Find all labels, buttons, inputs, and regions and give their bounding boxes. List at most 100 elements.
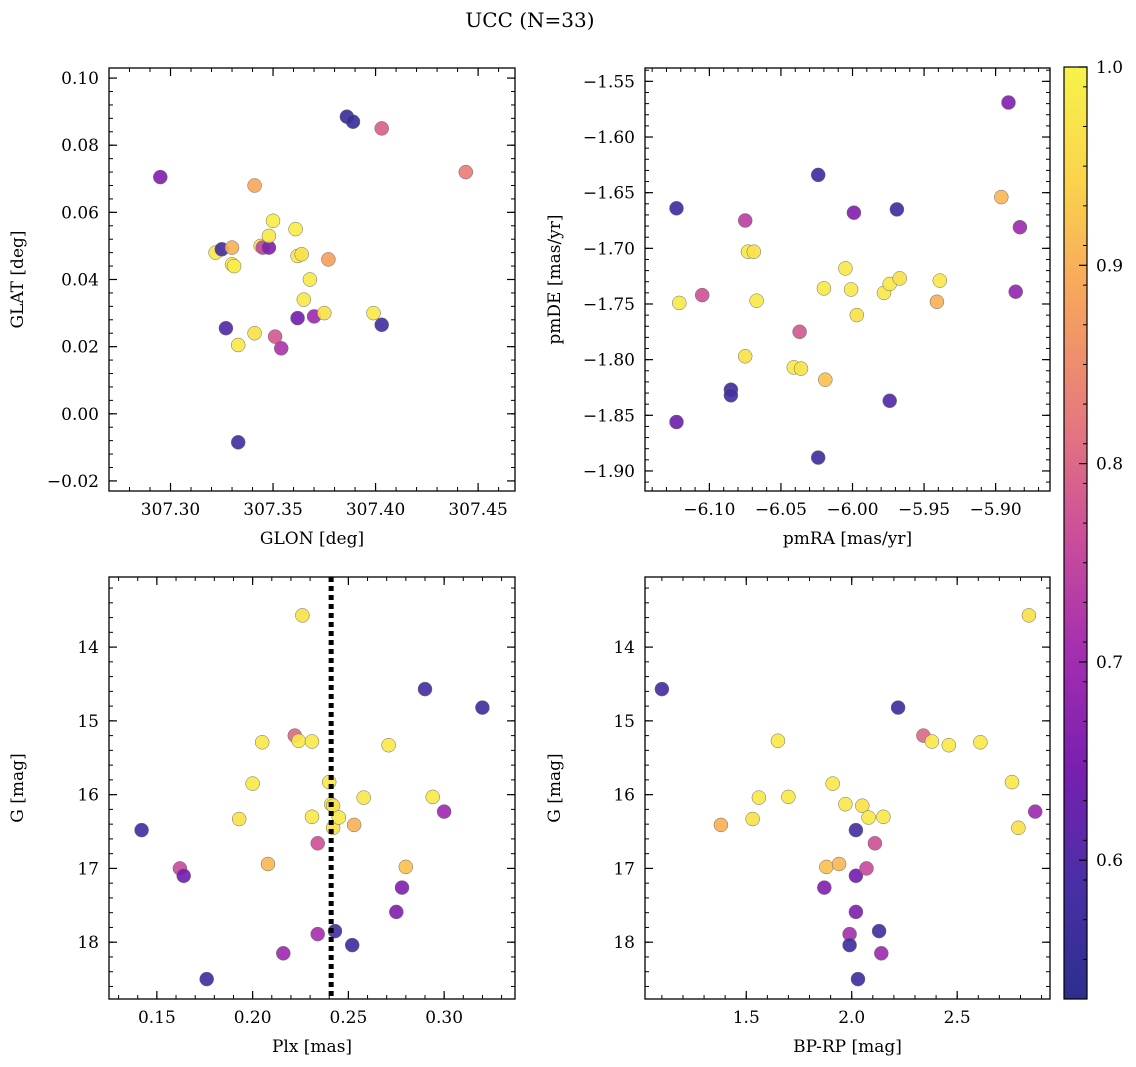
- point-plx-g-24: [356, 790, 371, 805]
- y-tick-label-glon-glat: 0.06: [61, 203, 99, 223]
- point-pmra-pmde-30: [1001, 95, 1016, 110]
- point-pmra-pmde-6: [737, 213, 753, 228]
- y-axis-label-glon-glat: GLAT [deg]: [8, 230, 28, 328]
- frame-plx-g: [108, 576, 516, 1000]
- point-plx-g-4: [231, 811, 247, 827]
- y-tick-label-bprp-g: 17: [613, 859, 635, 879]
- point-plx-g-29: [417, 681, 433, 697]
- point-pmra-pmde-12: [793, 361, 809, 376]
- y-tick-label-pmra-pmde: −1.75: [583, 295, 635, 315]
- point-plx-g-31: [436, 804, 452, 819]
- ticks-pmra-pmde: [645, 68, 1050, 491]
- panel-plx-g: 0.15 0.20 0.25 0.30 14 15 16 17 18 Plx [mas] G [ma…: [8, 576, 516, 1057]
- point-bprp-g-0: [654, 681, 670, 697]
- x-tick-label-pmra-pmde: −6.05: [755, 500, 807, 520]
- colorbar-tick-label: 0.7: [1096, 653, 1123, 673]
- point-plx-g-11: [295, 608, 310, 623]
- point-glon-glat-19: [290, 310, 305, 326]
- y-tick-label-bprp-g: 16: [613, 786, 635, 806]
- point-pmra-pmde-28: [932, 273, 948, 288]
- x-tick-label-plx-g: 0.30: [425, 1008, 463, 1028]
- point-bprp-g-27: [941, 737, 957, 753]
- point-bprp-g-16: [850, 971, 866, 987]
- colorbar-tick-label: 0.9: [1096, 256, 1123, 276]
- point-pmra-pmde-27: [929, 294, 945, 310]
- point-pmra-pmde-21: [849, 307, 865, 323]
- y-tick-label-pmra-pmde: −1.70: [583, 239, 635, 259]
- point-glon-glat-25: [317, 305, 332, 321]
- point-glon-glat-16: [267, 329, 283, 344]
- y-tick-label-plx-g: 14: [77, 638, 99, 658]
- point-pmra-pmde-1: [672, 295, 687, 311]
- point-plx-g-25: [381, 737, 396, 753]
- point-glon-glat-31: [374, 121, 389, 136]
- y-tick-label-glon-glat: 0.04: [61, 271, 99, 291]
- point-pmra-pmde-5: [723, 388, 739, 403]
- x-tick-label-plx-g: 0.25: [329, 1008, 367, 1028]
- y-tick-label-pmra-pmde: −1.90: [583, 462, 635, 482]
- y-tick-label-glon-glat: 0.10: [61, 69, 99, 89]
- point-pmra-pmde-25: [889, 202, 905, 217]
- point-plx-g-6: [254, 735, 270, 750]
- point-plx-g-27: [394, 880, 410, 895]
- point-pmra-pmde-26: [892, 271, 907, 286]
- point-bprp-g-10: [838, 796, 853, 812]
- point-plx-g-23: [346, 817, 362, 833]
- point-glon-glat-8: [230, 435, 246, 450]
- x-axis-label-plx-g: Plx [mas]: [272, 1037, 352, 1057]
- point-bprp-g-2: [745, 811, 760, 827]
- y-tick-label-glon-glat: −0.02: [47, 472, 99, 492]
- point-glon-glat-15: [265, 213, 281, 229]
- point-glon-glat-29: [366, 305, 381, 321]
- point-bprp-g-20: [867, 836, 883, 851]
- point-pmra-pmde-19: [843, 282, 859, 297]
- point-pmra-pmde-3: [694, 287, 710, 303]
- points-glon-glat: [153, 109, 474, 450]
- point-glon-glat-32: [458, 164, 474, 180]
- point-plx-g-32: [475, 700, 490, 715]
- point-bprp-g-18: [859, 861, 874, 876]
- point-plx-g-26: [389, 904, 404, 920]
- point-plx-g-22: [344, 937, 360, 953]
- point-glon-glat-5: [226, 258, 242, 274]
- x-tick-label-glon-glat: 307.30: [141, 500, 200, 520]
- point-bprp-g-29: [1004, 774, 1020, 790]
- y-tick-label-glon-glat: 0.08: [61, 136, 99, 156]
- point-pmra-pmde-32: [1012, 219, 1028, 235]
- point-glon-glat-3: [218, 320, 234, 336]
- ticks-glon-glat: [108, 68, 515, 491]
- point-pmra-pmde-8: [746, 244, 762, 259]
- point-glon-glat-23: [302, 272, 318, 287]
- point-bprp-g-28: [973, 735, 988, 750]
- frame-pmra-pmde: [644, 67, 1051, 492]
- point-glon-glat-6: [224, 240, 240, 255]
- y-tick-label-bprp-g: 15: [613, 712, 635, 732]
- colorbar-tick-label: 1.0: [1096, 58, 1123, 78]
- y-axis-label-pmra-pmde: pmDE [mas/yr]: [545, 214, 565, 344]
- x-axis-label-pmra-pmde: pmRA [mas/yr]: [783, 529, 912, 549]
- x-tick-label-glon-glat: 307.45: [448, 500, 507, 520]
- point-bprp-g-7: [819, 859, 834, 875]
- x-tick-label-glon-glat: 307.35: [243, 500, 302, 520]
- point-pmra-pmde-24: [882, 393, 897, 409]
- x-tick-label-bprp-g: 2.5: [944, 1008, 971, 1028]
- point-bprp-g-26: [924, 734, 940, 749]
- point-bprp-g-13: [848, 822, 864, 838]
- colorbar: 0.6 0.7 0.8 0.9 1.0: [1063, 58, 1123, 1000]
- point-bprp-g-14: [848, 868, 864, 884]
- panel-glon-glat: 307.30 307.35 307.40 307.45 −0.02 0.00 0.02 0.0…: [8, 67, 516, 549]
- point-bprp-g-32: [1027, 804, 1043, 819]
- point-bprp-g-23: [876, 809, 891, 825]
- y-tick-label-bprp-g: 18: [613, 933, 635, 953]
- y-axis-label-plx-g: G [mag]: [8, 753, 28, 822]
- point-pmra-pmde-20: [846, 205, 862, 220]
- point-pmra-pmde-14: [810, 167, 826, 183]
- colorbar-tick-label: 0.8: [1096, 455, 1123, 475]
- point-glon-glat-28: [345, 114, 361, 129]
- point-pmra-pmde-18: [838, 261, 853, 276]
- point-glon-glat-14: [261, 228, 277, 244]
- y-tick-label-pmra-pmde: −1.80: [583, 351, 635, 371]
- y-tick-label-plx-g: 16: [77, 786, 99, 806]
- y-tick-label-glon-glat: 0.00: [61, 405, 99, 425]
- point-glon-glat-7: [230, 337, 246, 353]
